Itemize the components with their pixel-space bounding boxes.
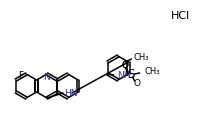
Text: HCl: HCl [171,11,191,21]
Text: NH: NH [118,70,131,80]
Text: O: O [121,61,128,70]
Text: CH₃: CH₃ [145,67,160,76]
Text: O: O [133,80,140,89]
Text: F: F [18,70,23,80]
Text: S: S [127,68,134,82]
Text: O: O [122,60,129,69]
Text: CH₃: CH₃ [133,52,149,61]
Text: HN: HN [64,89,77,98]
Text: N: N [44,74,50,83]
